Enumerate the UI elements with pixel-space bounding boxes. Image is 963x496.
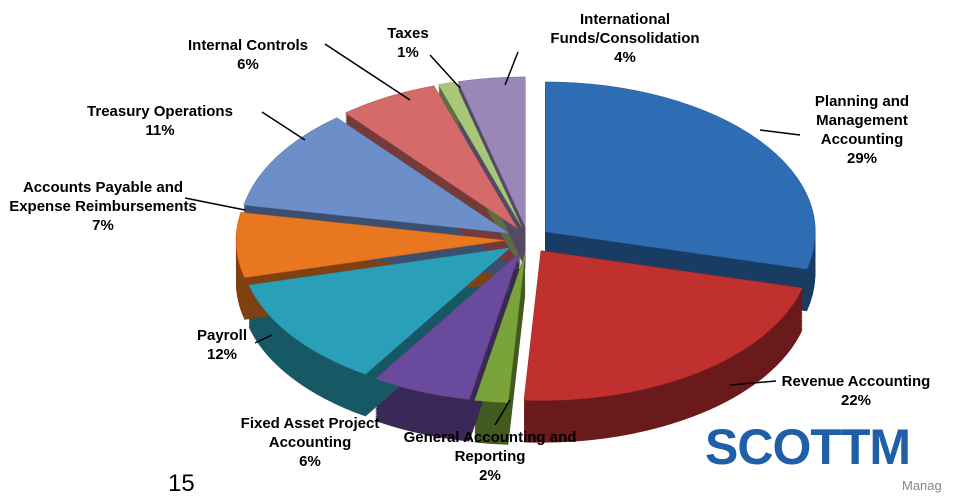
leader-line (324, 43, 411, 101)
category-label: Accounts Payable and Expense Reimburseme… (9, 179, 197, 215)
leader-line (504, 51, 519, 86)
leader-line (254, 334, 273, 344)
value-label: 7% (92, 217, 114, 234)
category-label: Internal Controls (187, 37, 308, 54)
value-label: 11% (145, 122, 175, 139)
logo-subtitle: Manag (902, 478, 942, 493)
category-label: Revenue Accounting (781, 373, 931, 390)
category-label: Fixed Asset Project Accounting (240, 415, 380, 451)
leader-line (429, 54, 461, 89)
category-label: General Accounting and Reporting (403, 429, 577, 465)
slice-label: Treasury Operations 11% (60, 102, 260, 140)
slice-label: Revenue Accounting 22% (766, 372, 946, 410)
slice (523, 250, 803, 401)
slice-label: Internal Controls 6% (158, 36, 338, 74)
slice-label: Payroll 12% (182, 326, 262, 364)
value-label: 4% (614, 49, 636, 66)
slice (235, 212, 507, 278)
slice (457, 76, 526, 228)
slice-label: Accounts Payable and Expense Reimburseme… (3, 178, 203, 235)
value-label: 29% (846, 150, 878, 167)
leader-line (759, 129, 801, 136)
slice-label: Planning and Management Accounting 29% (777, 92, 947, 168)
leader-line (184, 197, 246, 211)
slice-label: Taxes 1% (378, 24, 438, 62)
slice (248, 247, 512, 375)
leader-line (494, 399, 511, 426)
slice (374, 251, 521, 400)
category-label: Treasury Operations (87, 103, 233, 120)
category-label: Payroll (196, 327, 248, 344)
logo: SCOTTM (705, 419, 911, 475)
slice-label: Fixed Asset Project Accounting 6% (220, 414, 400, 471)
category-label: Taxes (387, 25, 429, 42)
value-label: 2% (479, 467, 501, 484)
category-label: International Funds/Consolidation (550, 11, 700, 47)
slice-label: International Funds/Consolidation 4% (525, 10, 725, 67)
value-label: 6% (299, 453, 321, 470)
leader-line (729, 380, 777, 386)
value-label: 12% (206, 346, 238, 363)
value-label: 1% (397, 44, 419, 61)
slice (545, 81, 816, 270)
value-label: 22% (840, 392, 872, 409)
value-label: 6% (237, 56, 259, 73)
slice-label: General Accounting and Reporting 2% (400, 428, 580, 485)
slice (243, 117, 510, 234)
slide-number: 15 (168, 470, 195, 496)
leader-line (261, 111, 306, 141)
category-label: Planning and Management Accounting (814, 93, 910, 148)
slice (344, 85, 518, 229)
